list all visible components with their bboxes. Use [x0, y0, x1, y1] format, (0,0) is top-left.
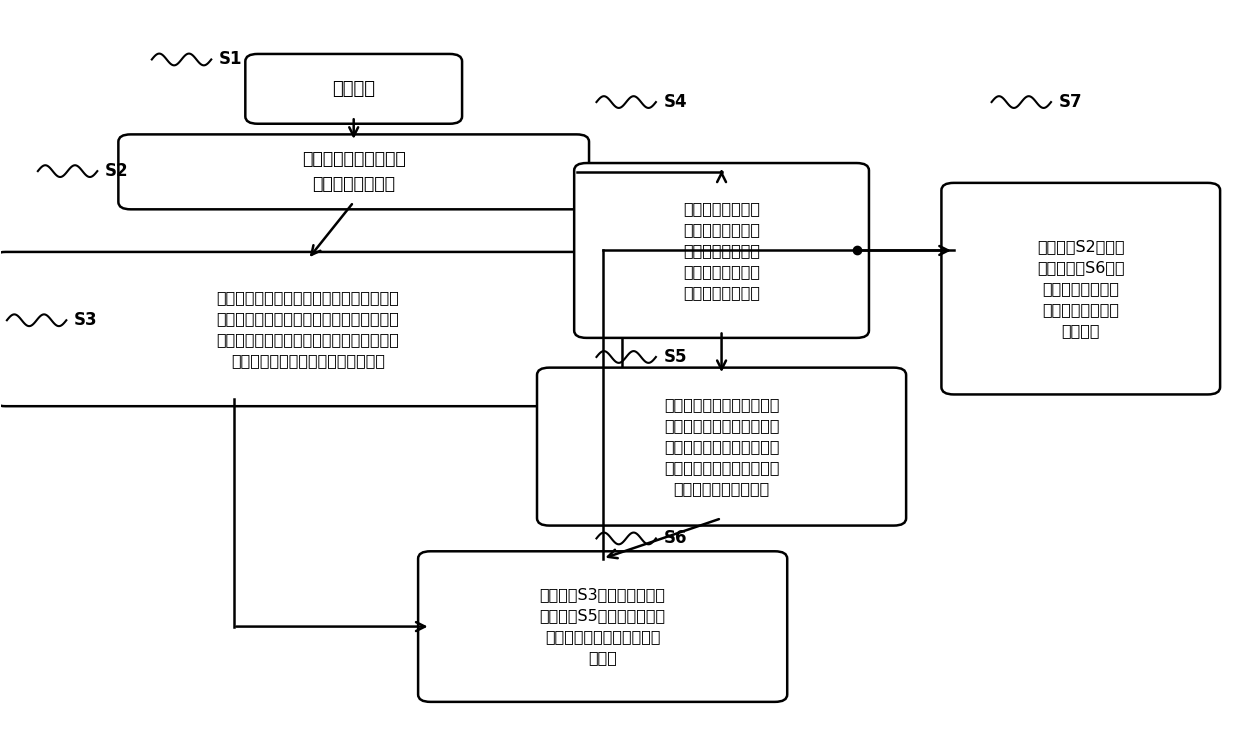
Text: S3: S3 — [73, 311, 98, 329]
Text: 开启可切换式非接
触眼压测量校正系
统，可调阀门处于
大流量喷气模式，
获取未校正眼压值: 开启可切换式非接 触眼压测量校正系 统，可调阀门处于 大流量喷气模式， 获取未校… — [683, 201, 760, 300]
Text: S7: S7 — [1059, 93, 1083, 111]
FancyBboxPatch shape — [118, 135, 589, 209]
FancyBboxPatch shape — [246, 54, 463, 124]
FancyBboxPatch shape — [0, 252, 622, 406]
Text: 利用步骤S3的采样点数据，
校正步骤S5的全角膜弹性模
量值，得到全角膜弹性模量
分布图: 利用步骤S3的采样点数据， 校正步骤S5的全角膜弹性模 量值，得到全角膜弹性模量… — [539, 587, 666, 665]
FancyBboxPatch shape — [418, 551, 787, 702]
Text: S5: S5 — [663, 348, 687, 366]
Text: 利用步骤S2的角膜
形态和步骤S6的全
角膜弹性模量分布
进行校正，得到真
实眼压值: 利用步骤S2的角膜 形态和步骤S6的全 角膜弹性模量分布 进行校正，得到真 实眼… — [1037, 239, 1125, 338]
Text: S6: S6 — [663, 529, 687, 548]
Text: S1: S1 — [218, 51, 242, 68]
Text: 开启电源: 开启电源 — [332, 79, 376, 98]
Text: 光学相干层析成像系统
获取角膜形态图像: 光学相干层析成像系统 获取角膜形态图像 — [301, 150, 405, 194]
Text: S4: S4 — [663, 93, 687, 111]
Text: 光学相干层析成像系统定位采样点，开启气
介超声发射系统，调节超声频率引发角膜共
振，从光学相干层析成像信号中获取共振频
率，计算获取该定位点的弹性模量值: 光学相干层析成像系统定位采样点，开启气 介超声发射系统，调节超声频率引发角膜共 … — [217, 290, 399, 368]
FancyBboxPatch shape — [941, 183, 1220, 394]
FancyBboxPatch shape — [574, 163, 869, 338]
Text: 切换可调阀门处于小流量快
速喷气模式产生剪切波，同
步实现光学相干层析成像系
统获取多普勒信号，计算得
到全角膜的弹性模量值: 切换可调阀门处于小流量快 速喷气模式产生剪切波，同 步实现光学相干层析成像系 统… — [663, 397, 779, 496]
Text: S2: S2 — [104, 162, 129, 180]
FancyBboxPatch shape — [537, 368, 906, 526]
